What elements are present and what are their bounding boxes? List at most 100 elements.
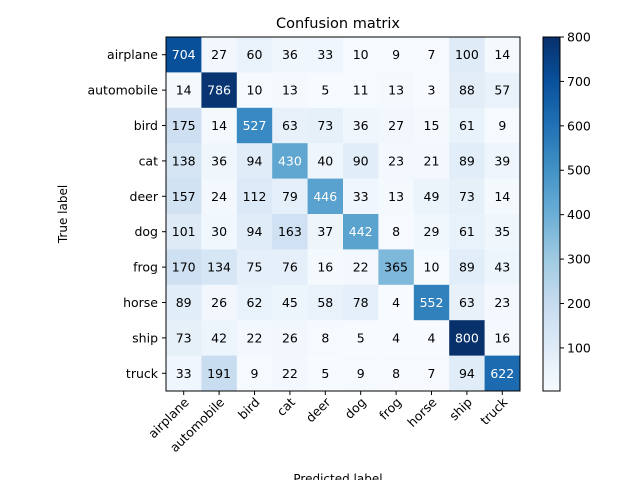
x-tick-label: bird <box>235 395 263 423</box>
colorbar: 100 200 300 400 500 600 700 800 <box>542 30 591 392</box>
heatmap-cell <box>272 72 309 109</box>
cell-value-label: 14 <box>176 83 192 98</box>
cell-value-label: 27 <box>388 118 404 133</box>
cell-value-label: 30 <box>211 224 227 239</box>
cell-value-label: 94 <box>459 366 475 381</box>
cell-value-label: 24 <box>211 189 227 204</box>
cell-value-label: 76 <box>282 260 298 275</box>
cell-value-label: 16 <box>494 330 510 345</box>
heatmap-cell <box>413 37 450 73</box>
heatmap-cell <box>343 143 379 180</box>
colorbar-tick-label: 300 <box>567 252 591 267</box>
heatmap-cell <box>166 107 202 144</box>
heatmap-cell <box>307 355 344 392</box>
cell-value-label: 10 <box>424 260 440 275</box>
cell-value-label: 101 <box>172 224 196 239</box>
heatmap-cell <box>201 72 238 109</box>
heatmap-cell <box>166 249 202 286</box>
cell-value-label: 33 <box>353 189 369 204</box>
y-axis-label: True label <box>56 185 70 244</box>
heatmap-cell <box>378 320 415 357</box>
heatmap-cell <box>307 72 344 109</box>
cell-value-label: 5 <box>321 366 329 381</box>
heatmap-cell <box>272 320 309 357</box>
cell-value-label: 112 <box>243 189 267 204</box>
heatmap-cell <box>307 249 344 286</box>
x-tick-label: truck <box>477 394 511 428</box>
cell-value-label: 61 <box>459 224 475 239</box>
heatmap-cell <box>307 143 344 180</box>
colorbar-tick-label: 400 <box>567 207 591 222</box>
heatmap-cell <box>413 72 450 109</box>
cell-value-label: 5 <box>321 83 329 98</box>
cell-value-label: 89 <box>176 295 192 310</box>
cell-value-label: 36 <box>353 118 369 133</box>
cell-value-label: 3 <box>428 83 436 98</box>
heatmap-cell <box>484 107 521 144</box>
cell-value-label: 14 <box>494 47 510 62</box>
cell-value-label: 8 <box>392 224 400 239</box>
cell-value-label: 527 <box>243 118 267 133</box>
heatmap-cell <box>378 249 415 286</box>
x-tick-label: horse <box>404 394 440 430</box>
cell-value-label: 16 <box>317 260 333 275</box>
colorbar-tick-label: 200 <box>567 296 591 311</box>
cell-value-label: 800 <box>455 330 479 345</box>
cell-value-label: 22 <box>353 260 369 275</box>
cell-value-label: 430 <box>278 153 302 168</box>
heatmap-cell <box>378 284 415 321</box>
cell-value-label: 36 <box>211 153 227 168</box>
heatmap-cell <box>484 143 521 180</box>
cell-value-label: 73 <box>459 189 475 204</box>
heatmap-cell <box>272 284 309 321</box>
cell-value-label: 63 <box>282 118 298 133</box>
cell-value-label: 94 <box>247 153 263 168</box>
cell-value-label: 100 <box>455 47 479 62</box>
cell-value-label: 5 <box>357 330 365 345</box>
heatmap-cell <box>236 72 273 109</box>
cell-value-label: 27 <box>211 47 227 62</box>
cell-value-label: 89 <box>459 260 475 275</box>
y-tick-label: airplane <box>107 47 158 62</box>
cell-value-label: 21 <box>424 153 440 168</box>
cell-value-label: 89 <box>459 153 475 168</box>
heatmap-cell <box>413 107 450 144</box>
cell-value-label: 60 <box>247 47 263 62</box>
heatmap-cell <box>166 178 202 215</box>
cell-value-label: 35 <box>494 224 510 239</box>
heatmap-cell <box>378 214 415 250</box>
heatmap-cell <box>201 249 238 286</box>
heatmap-cell <box>166 37 202 73</box>
heatmap-cell <box>413 143 450 180</box>
heatmap-cell <box>166 284 202 321</box>
cell-value-label: 13 <box>388 83 404 98</box>
heatmap-cell <box>449 284 486 321</box>
cell-value-label: 442 <box>349 224 373 239</box>
heatmap-cell <box>343 249 379 286</box>
cell-value-label: 10 <box>353 47 369 62</box>
cell-value-label: 9 <box>251 366 259 381</box>
heatmap-cell <box>236 355 273 392</box>
cell-value-label: 8 <box>321 330 329 345</box>
cell-value-label: 13 <box>282 83 298 98</box>
cell-value-label: 49 <box>424 189 440 204</box>
heatmap-cell <box>307 107 344 144</box>
heatmap-cell <box>378 107 415 144</box>
cell-value-label: 170 <box>172 260 196 275</box>
heatmap-cell <box>449 72 486 109</box>
heatmap-cell <box>236 284 273 321</box>
heatmap-cell <box>484 214 521 250</box>
cell-value-label: 58 <box>317 295 333 310</box>
cell-value-label: 78 <box>353 295 369 310</box>
heatmap-cell <box>449 355 486 392</box>
cell-value-label: 163 <box>278 224 302 239</box>
heatmap-cell <box>484 320 521 357</box>
cell-value-label: 36 <box>282 47 298 62</box>
cell-value-label: 39 <box>494 153 510 168</box>
heatmap-cell <box>449 214 486 250</box>
cell-value-label: 26 <box>211 295 227 310</box>
heatmap-cell <box>413 284 450 321</box>
y-tick-label: dog <box>134 224 158 239</box>
cell-value-label: 22 <box>282 366 298 381</box>
